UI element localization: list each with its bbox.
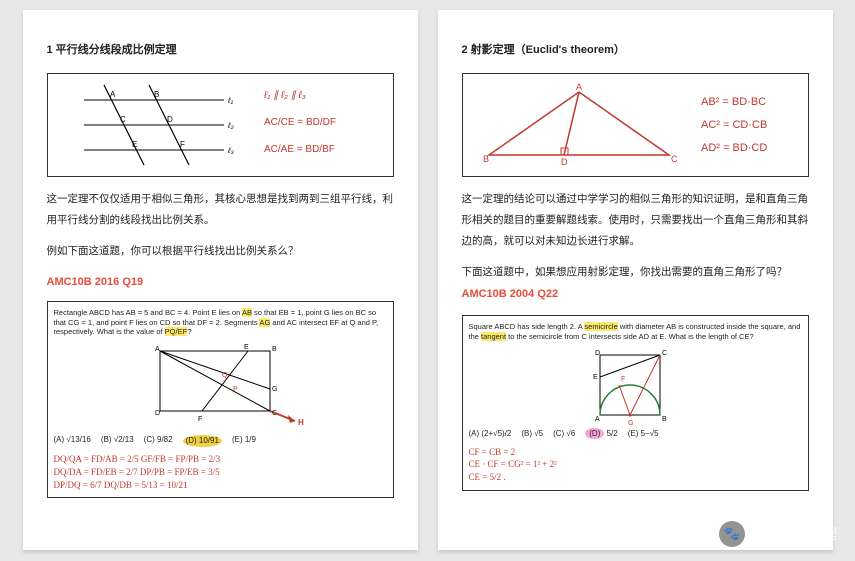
svg-text:G: G: [272, 386, 277, 393]
amc-ref-2: AMC10B 2004 Q22: [462, 288, 559, 300]
watermark: 🐾 犀牛国际课程: [719, 521, 837, 547]
svg-text:C: C: [662, 350, 667, 357]
svg-text:G: G: [628, 420, 633, 425]
svg-text:AD² = BD·CD: AD² = BD·CD: [701, 142, 767, 154]
p2b-prefix: 下面这道题中，如果想应用射影定理，你找出需要的直角三角形了吗？: [462, 266, 788, 278]
body-text-1a: 这一定理不仅仅适用于相似三角形，其核心思想是找到两到三组平行线，利用平行线分割的…: [47, 189, 394, 231]
svg-text:D: D: [167, 115, 173, 124]
pt2-a: Square ABCD has side length 2. A: [469, 322, 585, 331]
parallel-lines-svg: A B C D E F ℓ₁ ℓ₂ ℓ₃ ℓ₁ ∥ ℓ₂ ∥ ℓ₃ AC/CE …: [54, 80, 394, 170]
svg-text:E: E: [593, 374, 598, 381]
svg-text:ℓ₃: ℓ₃: [227, 146, 234, 155]
svg-text:A: A: [155, 346, 160, 353]
svg-text:Q: Q: [222, 372, 228, 379]
page-left: 1 平行线分线段成比例定理 A B C D E F ℓ₁ ℓ₂ ℓ₃ ℓ₁ ∥ …: [23, 10, 418, 550]
pt2-c: to the semicircle from C intersects side…: [506, 332, 754, 341]
ans2-d: (D) 5/2: [585, 429, 617, 439]
figure-euclid: A B D C AB² = BD·BC AC² = CD·CB AD² = BD…: [462, 73, 809, 177]
svg-text:A: A: [576, 82, 582, 92]
svg-text:F: F: [180, 140, 185, 149]
ans2-b: (B) √5: [521, 429, 543, 439]
svg-text:C: C: [272, 410, 277, 417]
svg-text:E: E: [132, 140, 137, 149]
problem-text-1: Rectangle ABCD has AB = 5 and BC = 4. Po…: [54, 308, 387, 337]
page-right: 2 射影定理（Euclid's theorem） A B D C AB² = B…: [438, 10, 833, 550]
svg-text:ℓ₁: ℓ₁: [227, 96, 234, 105]
hn2-1: CE · CF = CG² = 1² + 2²: [469, 458, 802, 471]
section-title-1: 1 平行线分线段成比例定理: [47, 40, 394, 61]
pt1-d: ?: [187, 327, 191, 336]
ans1-e: (E) 1/9: [232, 435, 256, 447]
answer-row-1: (A) √13/16 (B) √2/13 (C) 9/82 (D) 10/91 …: [54, 435, 387, 447]
ans1-a: (A) √13/16: [54, 435, 91, 447]
pt2-hl2: tangent: [481, 332, 506, 341]
answer-row-2: (A) (2+√5)/2 (B) √5 (C) √6 (D) 5/2 (E) 5…: [469, 429, 802, 439]
svg-text:B: B: [154, 90, 159, 99]
problem2-diagram: D C A B E F G: [555, 345, 715, 425]
body-text-2a: 这一定理的结论可以通过中学学习的相似三角形的知识证明，是和直角三角形相关的题目的…: [462, 189, 809, 252]
svg-text:ℓ₁ ∥ ℓ₂ ∥ ℓ₃: ℓ₁ ∥ ℓ₂ ∥ ℓ₃: [263, 90, 306, 101]
pt1-hl3: PQ/EF: [165, 327, 188, 336]
amc-ref-1: AMC10B 2016 Q19: [47, 272, 394, 293]
problem1-diagram: A E B G C D F QP H: [120, 341, 320, 431]
ans1-c: (C) 9/82: [144, 435, 173, 447]
problem-box-2: Square ABCD has side length 2. A semicir…: [462, 315, 809, 491]
svg-text:A: A: [595, 416, 600, 423]
section-title-2: 2 射影定理（Euclid's theorem）: [462, 40, 809, 61]
svg-text:F: F: [198, 416, 202, 423]
pt1-a: Rectangle ABCD has AB = 5 and BC = 4. Po…: [54, 308, 242, 317]
svg-text:AB² = BD·BC: AB² = BD·BC: [701, 96, 766, 108]
hn1-0: DQ/QA = FD/AB = 2/5 GF/FB = FP/PB = 2/3: [54, 453, 387, 466]
svg-text:D: D: [561, 157, 568, 167]
pt2-hl1: semicircle: [584, 322, 617, 331]
pt1-hl2: AG: [259, 318, 270, 327]
svg-text:C: C: [120, 115, 126, 124]
svg-text:H: H: [298, 418, 304, 427]
hn1-2: DP/DQ = 6/7 DQ/DB = 5/13 = 10/21: [54, 479, 387, 492]
svg-text:F: F: [621, 376, 625, 383]
body-text-1b: 例如下面这道题，你可以根据平行线找出比例关系么？: [47, 241, 394, 262]
hn2-0: CF = CB = 2: [469, 446, 802, 459]
svg-text:B: B: [483, 154, 489, 164]
watermark-text: 犀牛国际课程: [753, 524, 837, 544]
svg-text:B: B: [662, 416, 667, 423]
problem-text-2: Square ABCD has side length 2. A semicir…: [469, 322, 802, 342]
svg-text:C: C: [671, 154, 678, 164]
hn2-2: CE = 5/2 .: [469, 471, 802, 484]
svg-text:E: E: [244, 344, 249, 351]
ans1-d: (D) 10/91: [183, 435, 222, 447]
ans2-c: (C) √6: [553, 429, 575, 439]
svg-text:B: B: [272, 346, 277, 353]
svg-text:AC/AE = BD/BF: AC/AE = BD/BF: [264, 144, 335, 155]
hand-notes-2: CF = CB = 2 CE · CF = CG² = 1² + 2² CE =…: [469, 446, 802, 484]
svg-text:D: D: [155, 410, 160, 417]
svg-text:P: P: [233, 386, 238, 393]
hand-notes-1: DQ/QA = FD/AB = 2/5 GF/FB = FP/PB = 2/3 …: [54, 453, 387, 491]
svg-text:ℓ₂: ℓ₂: [227, 121, 234, 130]
ans2-a: (A) (2+√5)/2: [469, 429, 512, 439]
figure-parallel-lines: A B C D E F ℓ₁ ℓ₂ ℓ₃ ℓ₁ ∥ ℓ₂ ∥ ℓ₃ AC/CE …: [47, 73, 394, 177]
svg-text:D: D: [595, 350, 600, 357]
ans2-e: (E) 5−√5: [628, 429, 659, 439]
svg-text:A: A: [110, 90, 116, 99]
ans1-b: (B) √2/13: [101, 435, 134, 447]
watermark-icon: 🐾: [719, 521, 745, 547]
svg-text:AC/CE = BD/DF: AC/CE = BD/DF: [264, 117, 336, 128]
body-text-2b: 下面这道题中，如果想应用射影定理，你找出需要的直角三角形了吗？ AMC10B 2…: [462, 262, 809, 305]
euclid-svg: A B D C AB² = BD·BC AC² = CD·CB AD² = BD…: [469, 80, 809, 170]
pt1-hl1: AB: [242, 308, 252, 317]
hn1-1: DQ/DA = FD/EB = 2/7 DP/PB = FP/EB = 3/5: [54, 466, 387, 479]
svg-text:AC² = CD·CB: AC² = CD·CB: [701, 119, 767, 131]
problem-box-1: Rectangle ABCD has AB = 5 and BC = 4. Po…: [47, 301, 394, 498]
